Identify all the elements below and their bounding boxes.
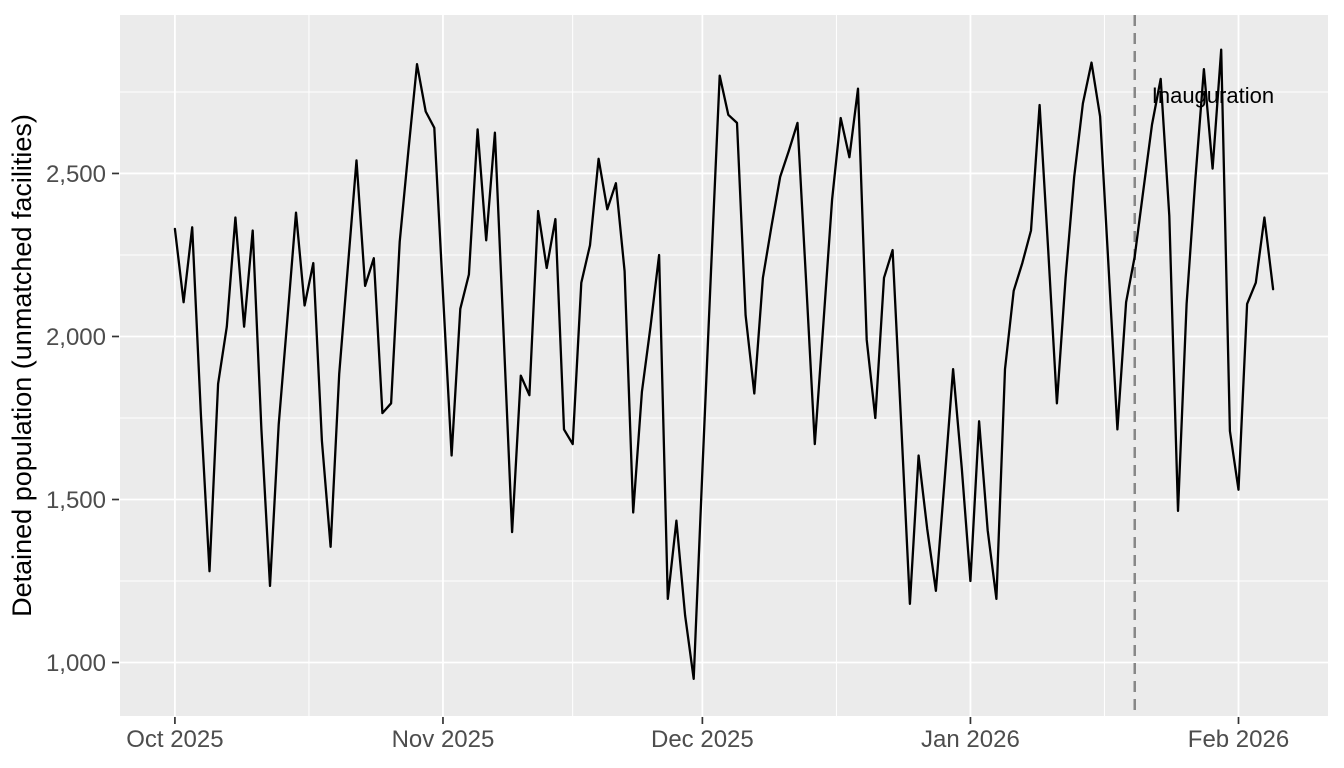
y-axis-tick-labels: 1,000 1,500 2,000 2,500 — [46, 161, 106, 677]
x-tick-label: Dec 2025 — [651, 726, 754, 753]
x-tick-label: Jan 2026 — [921, 726, 1020, 753]
y-axis-title: Detained population (unmatched facilitie… — [7, 114, 37, 617]
y-tick-label: 1,000 — [46, 650, 106, 677]
y-tick-label: 2,000 — [46, 324, 106, 351]
x-axis-tick-labels: Oct 2025 Nov 2025 Dec 2025 Jan 2026 Feb 2026 — [126, 726, 1289, 753]
inauguration-label: Inauguration — [1152, 83, 1274, 108]
x-tick-label: Feb 2026 — [1188, 726, 1289, 753]
y-tick-label: 1,500 — [46, 487, 106, 514]
plot-panel — [120, 15, 1328, 716]
x-tick-label: Nov 2025 — [392, 726, 495, 753]
axis-tick-marks — [112, 172, 1240, 724]
major-gridlines — [120, 15, 1328, 716]
x-tick-label: Oct 2025 — [126, 726, 223, 753]
y-tick-label: 2,500 — [46, 161, 106, 188]
data-line — [173, 48, 1275, 680]
